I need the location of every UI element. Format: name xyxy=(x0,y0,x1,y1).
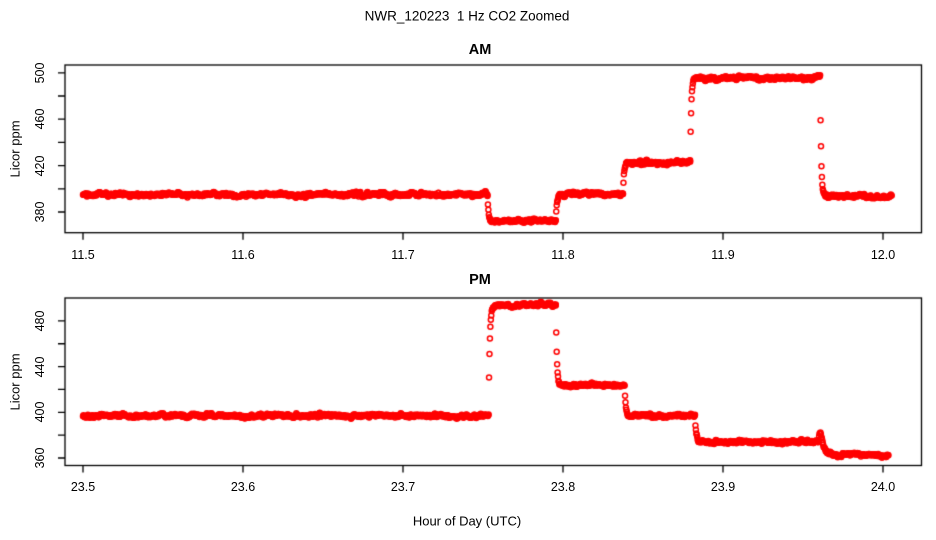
figure-title: NWR_120223 1 Hz CO2 Zoomed xyxy=(364,8,570,24)
am-y-tick-500: 500 xyxy=(33,62,47,84)
x-axis-label: Hour of Day (UTC) xyxy=(412,513,522,529)
am-y-tick-420: 420 xyxy=(33,155,47,177)
pm-y-tick-400: 400 xyxy=(33,401,47,423)
am-x-tick-11-5: 11.5 xyxy=(71,248,95,262)
pm-x-tick-24-0: 24.0 xyxy=(870,480,896,494)
am-x-tick-11-6: 11.6 xyxy=(231,248,255,262)
am-y-tick-380: 380 xyxy=(33,201,47,223)
pm-panel-title: PM xyxy=(469,272,491,288)
am-x-tick-12-0: 12.0 xyxy=(870,248,896,262)
am-x-tick-11-7: 11.7 xyxy=(391,248,415,262)
pm-y-axis-label: Licor ppm xyxy=(7,353,23,411)
pm-x-tick-23-5: 23.5 xyxy=(70,480,96,494)
am-y-tick-460: 460 xyxy=(33,108,47,130)
pm-y-tick-440: 440 xyxy=(33,356,47,378)
am-y-axis-label: Licor ppm xyxy=(7,120,23,178)
am-x-tick-11-9: 11.9 xyxy=(711,248,735,262)
pm-x-tick-23-7: 23.7 xyxy=(390,480,416,494)
pm-x-tick-23-9: 23.9 xyxy=(710,480,736,494)
am-x-tick-11-8: 11.8 xyxy=(551,248,575,262)
pm-y-tick-480: 480 xyxy=(33,310,47,332)
pm-y-tick-360: 360 xyxy=(33,447,47,469)
pm-x-tick-23-8: 23.8 xyxy=(550,480,576,494)
pm-x-tick-23-6: 23.6 xyxy=(230,480,256,494)
am-panel-title: AM xyxy=(468,42,492,58)
